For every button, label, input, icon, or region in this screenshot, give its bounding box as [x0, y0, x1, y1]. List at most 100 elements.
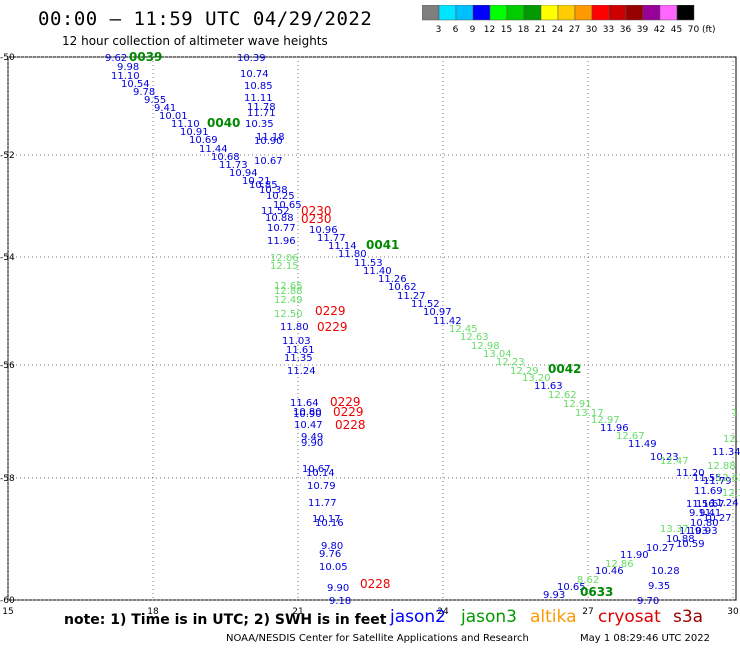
wave-height-label: 11.77 — [308, 498, 337, 509]
wave-height-label: 11.67 — [696, 499, 725, 510]
wave-height-label: 9.41 — [154, 103, 176, 114]
wave-height-label: 10.79 — [307, 481, 336, 492]
wave-height-label: 11.42 — [433, 316, 462, 327]
wave-height-label: 9.49 — [301, 432, 323, 443]
page-subtitle: 12 hour collection of altimeter wave hei… — [62, 34, 328, 48]
wave-height-label: 8.62 — [577, 575, 599, 586]
wave-height-label: 11.03 — [282, 336, 311, 347]
timestamp: May 1 08:29:46 UTC 2022 — [580, 633, 710, 644]
map-frame — [7, 56, 737, 601]
wave-height-label: 10.85 — [244, 81, 273, 92]
wave-height-label: 9.78 — [133, 87, 155, 98]
wave-height-label: 11.96 — [600, 423, 629, 434]
colorbar-label: 70 — [688, 25, 700, 35]
wave-height-label: 10.93 — [689, 526, 718, 537]
wave-height-label: 10.17 — [312, 514, 341, 525]
x-tick-label: 18 — [147, 607, 159, 617]
y-tick-label: -50 — [0, 53, 15, 63]
wave-height-label: 9.70 — [637, 596, 659, 607]
wave-height-label: 10.01 — [159, 111, 188, 122]
pass-time-label: 0229 — [317, 320, 348, 334]
wave-height-label: 9.35 — [648, 581, 670, 592]
wave-height-label: 11.73 — [219, 160, 248, 171]
wave-height-label: 11.56 — [686, 499, 715, 510]
wave-height-label: 10.59 — [676, 539, 705, 550]
wave-height-label: 11.78 — [247, 102, 276, 113]
wave-height-label: 11.79 — [703, 476, 732, 487]
pass-time-label: 0228 — [335, 418, 366, 432]
wave-height-label: 10.90 — [293, 409, 322, 420]
color-swatch — [676, 5, 695, 21]
x-tick-label: 15 — [2, 607, 13, 617]
colorbar-label: 24 — [552, 25, 564, 35]
y-tick-label: -60 — [0, 596, 15, 606]
y-tick-label: -54 — [0, 253, 15, 263]
wave-height-label: 10.14 — [306, 468, 335, 479]
wave-height-label: 10.16 — [315, 518, 344, 529]
wave-height-label: 10.67 — [302, 464, 331, 475]
wave-height-label: 11.96 — [267, 236, 296, 247]
wave-height-label: 12.86 — [605, 559, 634, 570]
wave-height-label: 10.35 — [245, 119, 274, 130]
wave-height-label: 12.88 — [707, 461, 736, 472]
pass-time-label: 0042 — [548, 362, 581, 376]
pass-time-label: 0633 — [580, 585, 613, 599]
wave-height-label: 11.53 — [354, 258, 383, 269]
wave-height-label: 11.18 — [256, 132, 285, 143]
wave-height-label: 10.85 — [249, 180, 278, 191]
legend-altika: altika — [530, 607, 577, 627]
wave-height-label: 12.45 — [449, 324, 478, 335]
wave-height-label: 10.96 — [309, 225, 338, 236]
wave-height-label: 12.67 — [616, 431, 645, 442]
wave-height-label: 11.24 — [710, 498, 739, 509]
wave-height-label: 10.46 — [595, 566, 624, 577]
wave-height-label: 10.47 — [294, 420, 323, 431]
colorbar-label: 12 — [484, 25, 495, 35]
wave-height-label: 9.55 — [144, 95, 166, 106]
wave-height-label: 10.28 — [651, 566, 680, 577]
wave-height-label: 9.98 — [117, 62, 139, 73]
colorbar-label: 6 — [453, 25, 459, 35]
wave-height-label: 12.47 — [660, 456, 689, 467]
wave-height-label: 10.80 — [293, 407, 322, 418]
x-tick-label: 24 — [437, 607, 449, 617]
y-tick-label: -52 — [0, 151, 15, 161]
colorbar-label: 30 — [586, 25, 598, 35]
wave-height-label: 9.62 — [105, 53, 127, 64]
wave-height-label: 10.90 — [254, 136, 283, 147]
wave-height-label: 12.63 — [716, 473, 740, 484]
wave-height-label: 12.15 — [270, 261, 299, 272]
wave-height-label: 11.52 — [261, 206, 290, 217]
colorbar-label: 33 — [603, 25, 614, 35]
wave-height-label: 10.54 — [121, 79, 150, 90]
wave-height-label: 10.77 — [267, 223, 296, 234]
wave-height-label: 13.37 — [660, 524, 689, 535]
wave-height-label: 12.62 — [548, 390, 577, 401]
wave-height-label: 10.38 — [259, 185, 288, 196]
pass-time-label: 0229 — [315, 304, 346, 318]
wave-height-label: 12.49 — [274, 295, 303, 306]
wave-height-label: 9.90 — [301, 438, 323, 449]
wave-height-label: 10.74 — [240, 69, 269, 80]
wave-height-label: 13.04 — [483, 349, 512, 360]
y-tick-label: -58 — [0, 474, 15, 484]
wave-height-label: 9.80 — [321, 541, 343, 552]
pass-time-label: 0229 — [330, 395, 361, 409]
wave-height-label: 9.90 — [327, 583, 349, 594]
wave-height-label: 12.06 — [270, 253, 299, 264]
wave-height-label: 11.34 — [712, 447, 740, 458]
wave-height-label: 9.76 — [319, 549, 341, 560]
color-scale-bar: 3 6 9 12 15 18 21 24 27 30 33 36 39 42 45 70 (ft) — [422, 5, 716, 35]
pass-time-label: 0039 — [129, 50, 162, 64]
colorbar-label: 3 — [436, 25, 442, 35]
wave-height-label: 12.63 — [460, 332, 489, 343]
colorbar-unit: (ft) — [702, 25, 716, 35]
wave-height-label: 11.90 — [620, 550, 649, 561]
colorbar-label: 39 — [637, 25, 649, 35]
x-tick-label: 27 — [582, 607, 593, 617]
wave-height-label: 10.65 — [557, 582, 586, 593]
colorbar-label: 45 — [671, 25, 682, 35]
wave-height-label: 12.23 — [496, 357, 525, 368]
legend-jason2: jason2 — [390, 607, 446, 627]
wave-height-label: 11.10 — [111, 71, 140, 82]
